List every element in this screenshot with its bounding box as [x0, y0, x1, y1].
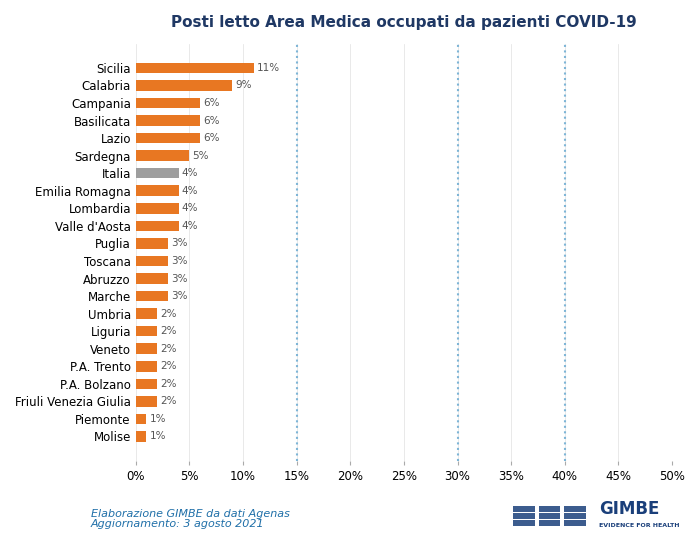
Text: 9%: 9%: [235, 81, 252, 90]
Bar: [136, 80, 232, 91]
Text: 6%: 6%: [203, 98, 220, 108]
Text: Aggiornamento: 3 agosto 2021: Aggiornamento: 3 agosto 2021: [91, 519, 265, 530]
Bar: [136, 379, 158, 389]
Bar: [538, 520, 561, 526]
Bar: [136, 361, 158, 372]
Bar: [564, 513, 586, 519]
Bar: [136, 115, 200, 126]
Bar: [136, 98, 200, 108]
Bar: [136, 291, 168, 301]
Text: GIMBE: GIMBE: [598, 500, 659, 518]
Bar: [136, 308, 158, 319]
Bar: [136, 203, 178, 214]
Text: 1%: 1%: [150, 432, 166, 441]
Bar: [513, 513, 535, 519]
Bar: [136, 168, 178, 179]
Bar: [136, 396, 158, 407]
Bar: [136, 256, 168, 266]
Text: 2%: 2%: [160, 308, 177, 319]
Bar: [538, 513, 561, 519]
Bar: [136, 238, 168, 249]
Bar: [136, 273, 168, 284]
Text: 4%: 4%: [182, 221, 198, 231]
Text: 3%: 3%: [171, 274, 188, 283]
Text: 1%: 1%: [150, 414, 166, 424]
Bar: [136, 414, 146, 424]
Bar: [136, 186, 178, 196]
Text: 3%: 3%: [171, 256, 188, 266]
Bar: [513, 520, 535, 526]
Text: 3%: 3%: [171, 239, 188, 248]
Text: 6%: 6%: [203, 116, 220, 126]
Text: 2%: 2%: [160, 361, 177, 371]
Bar: [513, 506, 535, 512]
Text: Elaborazione GIMBE da dati Agenas: Elaborazione GIMBE da dati Agenas: [91, 509, 290, 519]
Bar: [136, 326, 158, 337]
Text: 2%: 2%: [160, 397, 177, 406]
Bar: [136, 221, 178, 231]
Text: 4%: 4%: [182, 203, 198, 213]
Bar: [136, 63, 253, 73]
Bar: [136, 344, 158, 354]
Text: 2%: 2%: [160, 379, 177, 389]
Text: 4%: 4%: [182, 186, 198, 196]
Text: 2%: 2%: [160, 344, 177, 354]
Bar: [136, 431, 146, 442]
Text: 4%: 4%: [182, 168, 198, 178]
Text: 5%: 5%: [193, 150, 209, 161]
Bar: [538, 506, 561, 512]
Text: 11%: 11%: [257, 63, 280, 73]
Bar: [136, 150, 190, 161]
Bar: [564, 506, 586, 512]
Text: 3%: 3%: [171, 291, 188, 301]
Text: EVIDENCE FOR HEALTH: EVIDENCE FOR HEALTH: [598, 523, 679, 529]
Text: 6%: 6%: [203, 133, 220, 143]
Title: Posti letto Area Medica occupati da pazienti COVID-19: Posti letto Area Medica occupati da pazi…: [171, 15, 637, 30]
Bar: [564, 520, 586, 526]
Text: 2%: 2%: [160, 326, 177, 336]
Bar: [136, 133, 200, 143]
